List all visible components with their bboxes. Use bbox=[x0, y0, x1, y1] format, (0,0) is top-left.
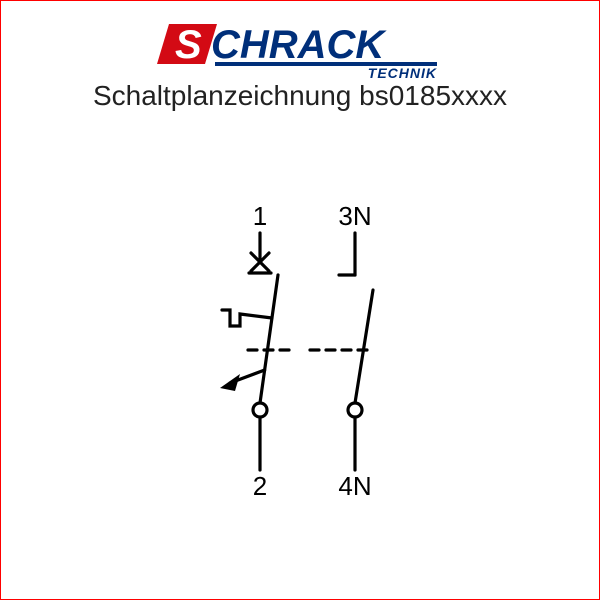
breaker-lever-left bbox=[260, 275, 278, 403]
logo-s: S bbox=[175, 23, 202, 67]
caption: Schaltplanzeichnung bs0185xxxx bbox=[0, 80, 600, 112]
contact-node-left bbox=[253, 403, 267, 417]
logo-technik: TECHNIK bbox=[368, 65, 437, 78]
manual-actuator-icon bbox=[222, 310, 272, 326]
terminal-4n-label: 4N bbox=[338, 471, 371, 501]
contact-node-right bbox=[348, 403, 362, 417]
terminal-3n-label: 3N bbox=[338, 201, 371, 231]
trip-arrow-icon bbox=[220, 374, 240, 391]
logo-chrack: CHRACK bbox=[211, 23, 387, 67]
terminal-1-label: 1 bbox=[253, 201, 267, 231]
terminal-2-label: 2 bbox=[253, 471, 267, 501]
breaker-lever-right bbox=[355, 290, 373, 403]
circuit-diagram: 1 2 3N 4N bbox=[150, 170, 450, 520]
brand-logo: S CHRACK TECHNIK bbox=[155, 18, 445, 78]
